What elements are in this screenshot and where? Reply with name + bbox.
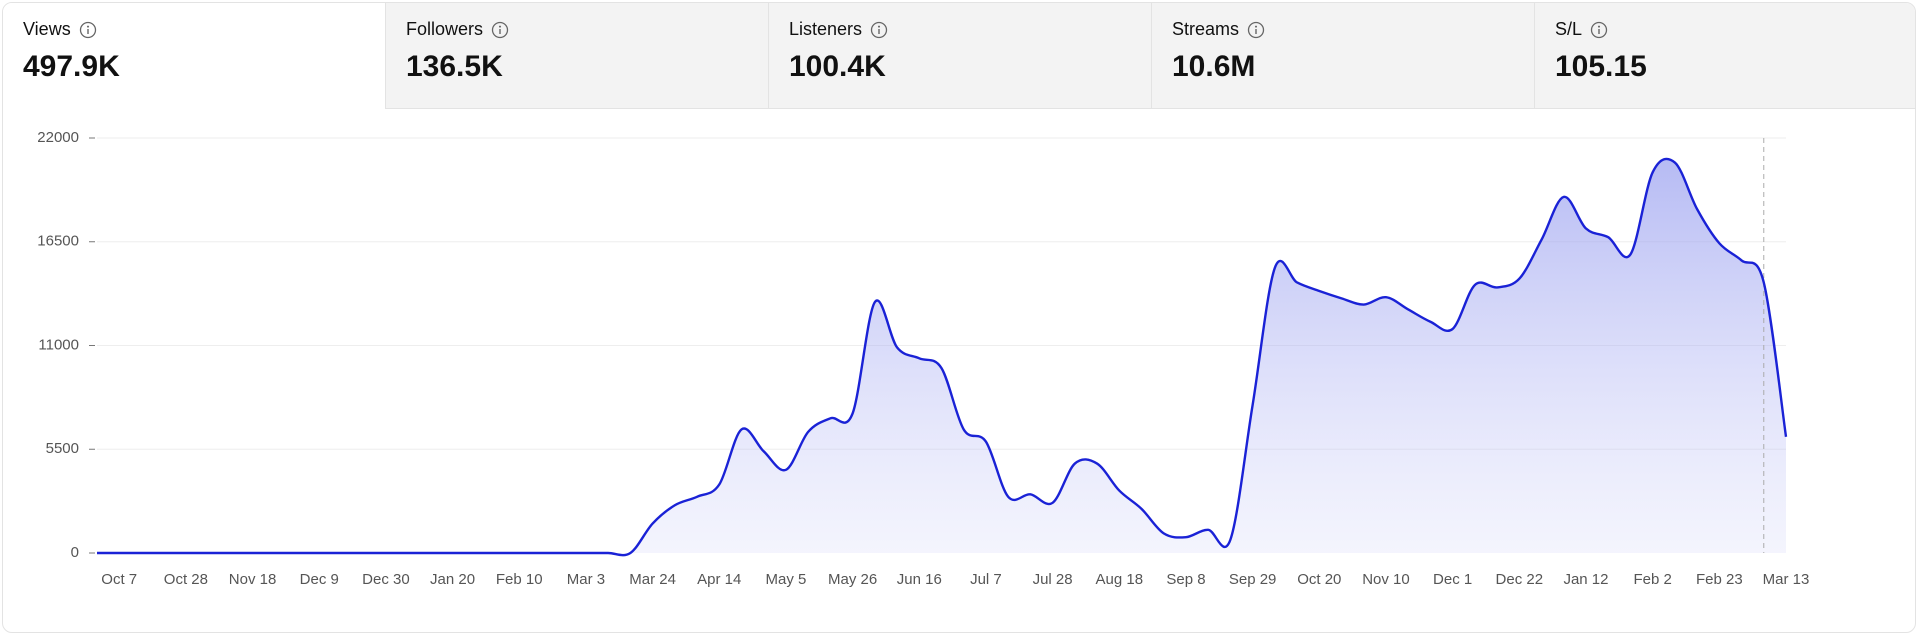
x-tick-label: May 5 xyxy=(766,571,807,588)
x-tick-label: Dec 30 xyxy=(362,571,410,588)
metric-tab[interactable]: Views 497.9K xyxy=(3,3,385,109)
chart: 0 5500 11000 16500 22000 Oct 7 Oct 28 Nov 18 Dec… xyxy=(37,129,1810,588)
x-tick-label: May 26 xyxy=(828,571,877,588)
x-tick-label: Nov 10 xyxy=(1362,571,1410,588)
x-tick-label: Feb 23 xyxy=(1696,571,1743,588)
tab-value: 105.15 xyxy=(1555,50,1647,83)
info-icon[interactable] xyxy=(491,21,509,39)
x-tick-label: Nov 18 xyxy=(229,571,277,588)
y-tick-label: 0 xyxy=(71,544,79,561)
area-fill xyxy=(97,158,1786,556)
tabs: Views 497.9K Followers 136.5K Listeners 10… xyxy=(3,3,1915,109)
tab-label-row: Views xyxy=(23,19,365,40)
y-tick-label: 5500 xyxy=(46,440,79,457)
tab-label: S/L xyxy=(1555,19,1583,39)
x-tick-label: Jun 16 xyxy=(897,571,942,588)
metric-tab[interactable]: Followers 136.5K xyxy=(385,3,768,109)
tab-value: 497.9K xyxy=(23,50,120,83)
x-tick-label: Feb 10 xyxy=(496,571,543,588)
x-tick-label: Oct 28 xyxy=(164,571,208,588)
x-tick-label: Mar 13 xyxy=(1763,571,1810,588)
info-icon[interactable] xyxy=(1590,21,1608,39)
tab-label-row: Listeners xyxy=(789,19,1131,40)
x-tick-label: Dec 9 xyxy=(300,571,339,588)
x-tick-label: Sep 8 xyxy=(1166,571,1205,588)
x-tick-label: Feb 2 xyxy=(1633,571,1671,588)
info-icon[interactable] xyxy=(79,21,97,39)
x-tick-label: Aug 18 xyxy=(1096,571,1144,588)
x-tick-label: Jan 20 xyxy=(430,571,475,588)
y-tick-label: 22000 xyxy=(37,129,79,146)
x-tick-label: Oct 20 xyxy=(1297,571,1341,588)
tab-label: Streams xyxy=(1172,19,1240,39)
x-tick-label: Jan 12 xyxy=(1563,571,1608,588)
info-icon[interactable] xyxy=(870,21,888,39)
x-tick-label: Sep 29 xyxy=(1229,571,1277,588)
metric-tab[interactable]: Listeners 100.4K xyxy=(768,3,1151,109)
x-tick-label: Apr 14 xyxy=(697,571,741,588)
metric-tab[interactable]: S/L 105.15 xyxy=(1534,3,1915,109)
x-tick-label: Jul 28 xyxy=(1033,571,1073,588)
x-tick-label: Mar 3 xyxy=(567,571,605,588)
tab-value: 136.5K xyxy=(406,50,503,83)
metric-tab[interactable]: Streams 10.6M xyxy=(1151,3,1534,109)
tab-label: Views xyxy=(23,19,71,39)
y-tick-label: 16500 xyxy=(37,233,79,250)
tab-label-row: Streams xyxy=(1172,19,1514,40)
tab-label: Followers xyxy=(406,19,484,39)
x-tick-label: Mar 24 xyxy=(629,571,676,588)
tab-label-row: Followers xyxy=(406,19,748,40)
area-line xyxy=(96,157,1788,557)
tab-label: Listeners xyxy=(789,19,863,39)
tab-value: 10.6M xyxy=(1172,50,1256,83)
tab-label-row: S/L xyxy=(1555,19,1897,40)
x-tick-label: Dec 22 xyxy=(1496,571,1544,588)
info-icon[interactable] xyxy=(1247,21,1265,39)
x-tick-label: Oct 7 xyxy=(101,571,137,588)
y-tick-label: 11000 xyxy=(38,336,79,353)
x-tick-label: Jul 7 xyxy=(970,571,1002,588)
tab-value: 100.4K xyxy=(789,50,886,83)
x-tick-label: Dec 1 xyxy=(1433,571,1472,588)
